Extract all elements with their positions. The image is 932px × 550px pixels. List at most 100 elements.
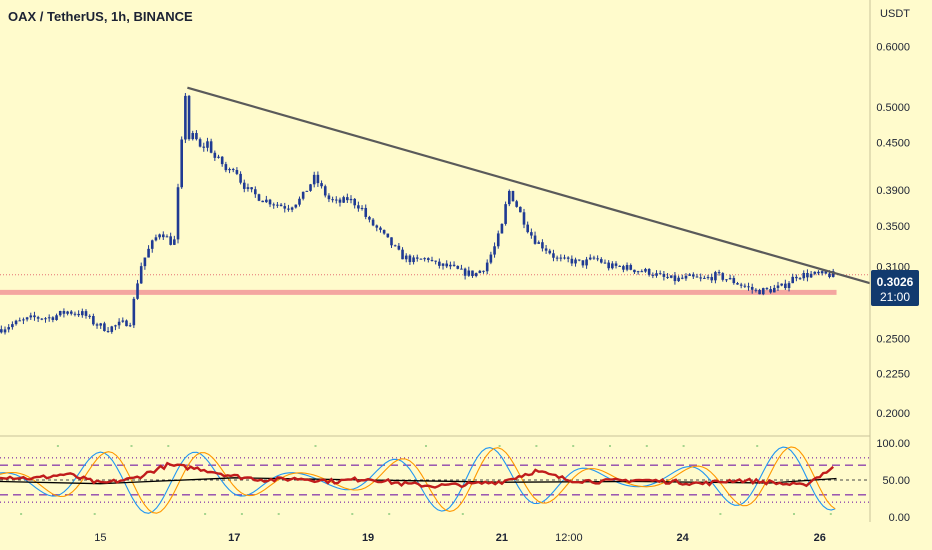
candle-body [143,257,147,267]
candle-body [703,277,706,279]
candle-body [706,277,710,279]
price-pane[interactable] [0,86,871,335]
candle-body [161,234,165,238]
candle-body [7,327,10,330]
candle-body [121,320,125,322]
candle-body [99,323,103,326]
candle-body [629,265,633,270]
oscillator-tick-label: 50.00 [882,475,910,487]
oscillator-main-line [0,461,834,489]
candle-body [231,169,235,171]
price-tick-label: 0.5000 [876,102,910,114]
price-badge: 0.3026 21:00 [871,270,919,306]
time-tick-label: 26 [814,532,826,544]
candle-body [139,266,143,284]
time-axis[interactable]: 15 17 19 21 12:00 24 26 [94,532,826,544]
candle-body [202,146,206,148]
candle-body [169,236,172,245]
time-tick-label: 19 [362,532,374,544]
candle-body [739,284,743,286]
candle-body [412,257,415,263]
price-tick-label: 0.2500 [876,333,910,345]
candle-body [62,310,66,314]
candle-body [658,273,662,275]
candle-body [158,234,161,238]
candle-body [36,317,40,319]
candle-body [14,320,18,325]
candle-body [132,298,136,326]
oscillator-tick-label: 100.00 [876,438,910,450]
candle-body [754,289,758,291]
candle-body [349,198,353,201]
candle-body [714,272,717,281]
candle-body [29,315,33,318]
candle-body [242,182,246,189]
candle-body [831,271,835,278]
candle-body [684,275,688,279]
candle-body [360,207,364,209]
candle-body [600,259,603,263]
candle-body [471,270,474,277]
candle-body [250,187,253,190]
oscillator-slow-line [0,446,836,514]
candle-body [570,258,574,264]
candle-body [680,277,684,279]
candle-body [408,255,412,263]
candle-body [802,273,806,279]
candle-body [184,95,187,140]
time-tick-label: 17 [228,532,240,544]
candle-body [588,257,592,260]
candle-body [692,274,695,277]
candle-body [404,255,408,260]
candle-body [198,139,202,147]
candle-body [368,216,371,220]
candle-body [725,279,728,281]
candle-body [493,246,496,255]
candle-body [769,289,772,293]
candle-body [261,200,264,203]
candle-body [18,320,22,322]
candle-body [581,260,585,266]
candle-body [58,310,62,316]
candle-body [695,276,699,278]
time-tick-label: 15 [94,532,106,544]
candle-body [379,227,382,230]
candle-body [688,274,691,276]
candle-body [423,258,426,260]
candle-body [673,275,677,282]
candle-body [346,197,349,201]
candle-body [382,229,386,234]
oscillator-axis: 100.00 50.00 0.00 [876,438,910,524]
candle-body [195,133,198,140]
candle-body [427,258,430,260]
candle-body [375,225,379,228]
trendline[interactable] [187,86,871,285]
candle-body [257,194,261,201]
candle-body [25,317,29,320]
oscillator-pane[interactable] [0,445,870,515]
candle-body [371,219,375,226]
candle-body [77,313,80,316]
candle-body [265,199,268,203]
candle-body [577,259,581,261]
candle-body [669,275,673,278]
candle-body [533,235,537,244]
candle-body [640,271,644,273]
candle-body [618,265,622,267]
candle-body [824,271,828,274]
candle-body [809,273,813,278]
candle-body [438,261,441,266]
candle-body [474,273,478,277]
candle-body [290,207,294,210]
candle-body [92,316,95,325]
candle-body [482,270,485,272]
candle-body [309,184,312,191]
candle-body [110,326,114,332]
candle-body [732,278,736,284]
candle-body [173,239,176,245]
candle-body [721,273,725,280]
candle-body [784,283,787,289]
candle-body [625,265,629,270]
candle-body [323,186,327,196]
